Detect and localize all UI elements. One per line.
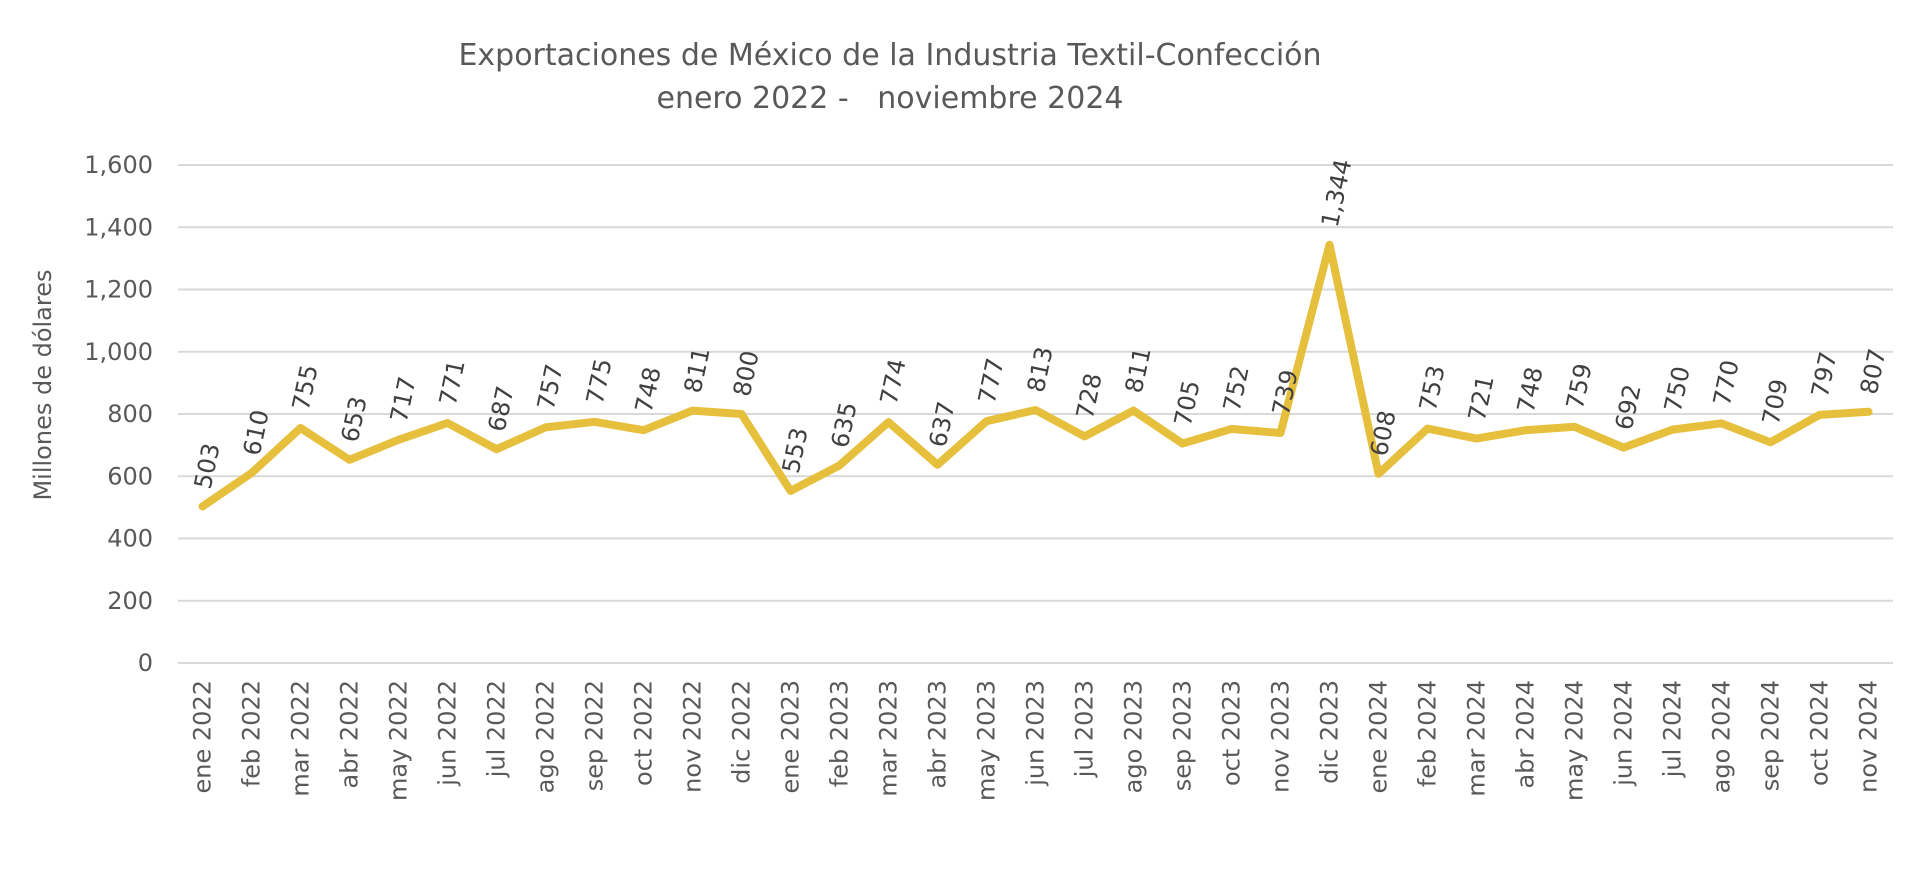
data-label: 610 [238,407,275,458]
series-line [198,240,1873,511]
data-label: 637 [924,399,961,450]
data-label: 797 [1806,349,1843,400]
data-label: 807 [1855,346,1892,397]
data-label: 753 [1414,363,1451,414]
x-tick-label: may 2022 [385,680,413,801]
data-label: 748 [630,364,667,415]
x-tick-label: jul 2024 [1659,680,1687,778]
x-tick-label: jun 2024 [1610,680,1638,787]
data-label: 800 [728,348,765,399]
y-tick-label: 400 [107,525,153,553]
x-tick-label: ago 2024 [1708,680,1736,793]
y-tick-label: 200 [107,587,153,615]
x-tick-label: dic 2022 [728,680,756,784]
data-label: 717 [385,374,422,425]
data-label: 709 [1757,377,1794,428]
x-tick-label: ago 2022 [532,680,560,793]
x-tick-label: may 2023 [973,680,1001,801]
x-tick-label: nov 2022 [679,680,707,793]
data-label: 608 [1365,408,1402,459]
data-label: 775 [581,356,618,407]
data-label: 755 [287,362,324,413]
x-tick-label: nov 2023 [1267,680,1295,793]
x-tick-label: dic 2023 [1316,680,1344,784]
data-label: 750 [1659,364,1696,415]
data-label: 759 [1561,361,1598,412]
x-tick-label: jun 2022 [434,680,462,787]
x-tick-label: ene 2023 [777,680,805,793]
chart-title-block: Exportaciones de México de la Industria … [0,34,1780,120]
y-tick-label: 1,600 [84,151,153,179]
data-label: 1,344 [1316,157,1358,230]
data-label: 692 [1610,382,1647,433]
y-tick-label: 1,400 [84,213,153,241]
chart-subtitle: enero 2022 - noviembre 2024 [656,81,1124,116]
x-tick-label: sep 2024 [1757,680,1785,791]
chart-title: Exportaciones de México de la Industria … [458,38,1322,73]
data-label: 752 [1218,363,1255,414]
x-tick-label: ene 2024 [1365,680,1393,793]
y-tick-label: 1,000 [84,338,153,366]
data-label: 774 [875,356,912,407]
x-tick-label: jul 2022 [483,680,511,778]
data-label: 721 [1463,373,1500,424]
x-tick-label: feb 2022 [238,680,266,787]
data-label: 635 [826,400,863,451]
x-tick-label: jul 2023 [1071,680,1099,778]
data-label: 705 [1169,378,1206,429]
data-label: 739 [1267,367,1304,418]
data-label: 553 [777,425,814,476]
y-tick-label: 800 [107,400,153,428]
x-tick-label: feb 2024 [1414,680,1442,787]
x-tick-label: ago 2023 [1120,680,1148,793]
x-tick-label: ene 2022 [189,680,217,793]
x-tick-label: may 2024 [1561,680,1589,801]
x-tick-label: feb 2023 [826,680,854,787]
data-label: 770 [1708,358,1745,409]
data-label: 777 [973,355,1010,406]
x-tick-label: mar 2023 [875,680,903,797]
x-tick-label: jun 2023 [1022,680,1050,787]
data-label: 503 [189,441,226,492]
x-tick-label: abr 2024 [1512,680,1540,789]
x-tick-label: mar 2024 [1463,680,1491,797]
data-label: 757 [532,362,569,413]
data-label: 653 [336,394,373,445]
x-tick-label: abr 2023 [924,680,952,789]
data-label: 748 [1512,364,1549,415]
x-tick-label: oct 2024 [1806,680,1834,786]
x-tick-label: sep 2022 [581,680,609,791]
data-label: 687 [483,383,520,434]
x-tick-label: mar 2022 [287,680,315,797]
x-tick-label: oct 2023 [1218,680,1246,786]
y-tick-label: 600 [107,462,153,490]
x-tick-label: nov 2024 [1855,680,1883,793]
x-tick-label: sep 2023 [1169,680,1197,791]
y-tick-label: 0 [138,649,153,677]
x-tick-label: abr 2022 [336,680,364,789]
y-tick-label: 1,200 [84,276,153,304]
x-tick-label: oct 2022 [630,680,658,786]
data-label: 771 [434,357,471,408]
